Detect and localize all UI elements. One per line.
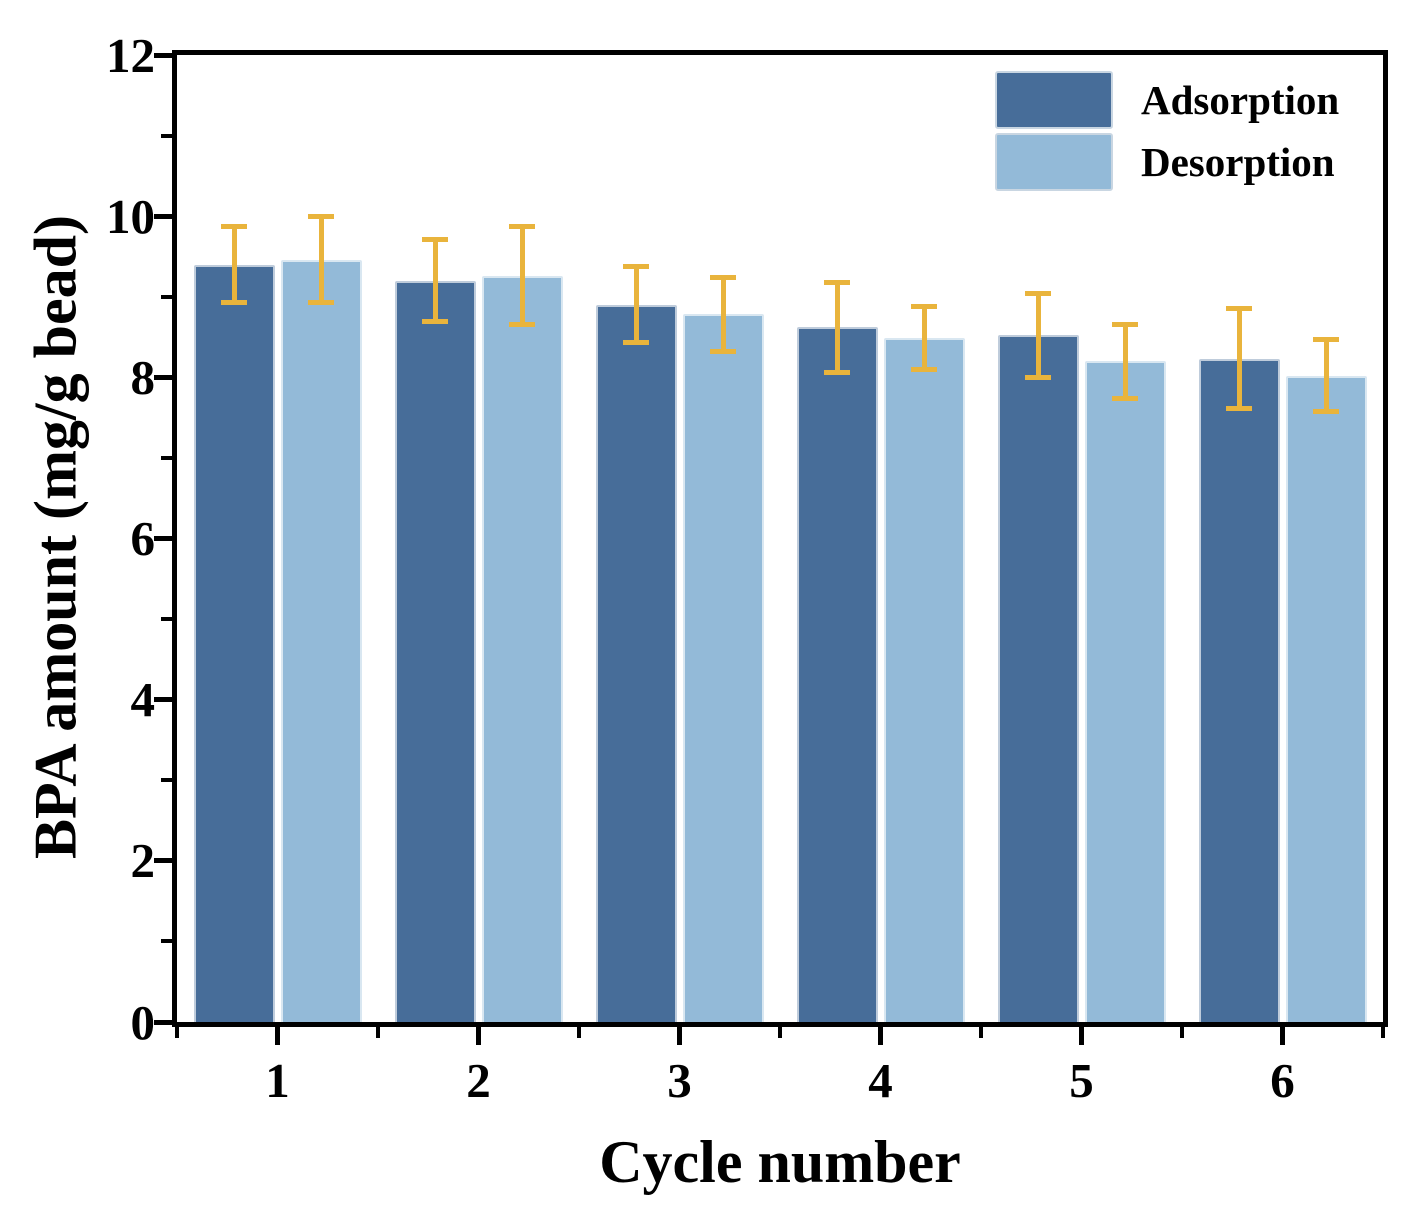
bar-adsorption-cycle-1 <box>193 264 275 1022</box>
x-major-tick <box>476 1027 481 1045</box>
error-bar-cap <box>710 349 736 355</box>
x-minor-tick <box>1381 1027 1385 1038</box>
y-tick-label: 10 <box>106 188 155 244</box>
error-bar-cap <box>509 224 535 230</box>
error-bar-adsorption-cycle-3 <box>633 266 639 343</box>
bar-desorption-cycle-3 <box>682 314 764 1022</box>
x-tick-label: 4 <box>868 1053 893 1108</box>
y-tick-label: 8 <box>130 349 156 405</box>
x-tick-label: 2 <box>466 1053 491 1108</box>
x-axis-title: Cycle number <box>599 1129 961 1195</box>
x-major-tick <box>275 1027 280 1045</box>
y-tick-label: 0 <box>130 994 156 1050</box>
error-bar-cap <box>623 340 649 346</box>
plot-area: Adsorption Desorption 0 2 4 6 8 10 12 1 2 3 4 5 6 <box>106 31 1388 1105</box>
error-bar-cap <box>509 322 535 328</box>
x-minor-tick <box>979 1027 983 1038</box>
error-bar-cap <box>1313 336 1339 342</box>
y-major-tick <box>154 858 172 864</box>
error-bar-cap <box>1226 306 1252 312</box>
error-bar-cap <box>911 303 937 309</box>
error-bar-cap <box>221 299 247 305</box>
x-tick-label: 6 <box>1270 1053 1295 1108</box>
x-minor-tick <box>1180 1027 1184 1038</box>
y-minor-tick <box>161 133 172 138</box>
x-minor-tick <box>175 1027 179 1038</box>
y-major-tick <box>154 697 172 703</box>
bar-desorption-cycle-2 <box>481 275 563 1022</box>
legend: Adsorption Desorption <box>995 71 1339 191</box>
error-bar-cap <box>911 366 937 372</box>
error-bar-cap <box>422 237 448 243</box>
error-bar-desorption-cycle-4 <box>921 306 927 370</box>
error-bar-adsorption-cycle-5 <box>1035 293 1041 378</box>
x-tick-label: 5 <box>1069 1053 1094 1108</box>
error-bar-cap <box>221 224 247 230</box>
y-major-tick <box>154 213 172 219</box>
error-bar-adsorption-cycle-6 <box>1236 308 1242 409</box>
y-tick-label: 12 <box>106 27 155 83</box>
error-bar-cap <box>1112 321 1138 327</box>
y-minor-tick <box>161 778 172 783</box>
bar-adsorption-cycle-5 <box>997 335 1079 1022</box>
bar-adsorption-cycle-4 <box>796 327 878 1022</box>
y-major-tick <box>154 1019 172 1025</box>
legend-swatch-adsorption <box>995 71 1113 129</box>
error-bar-cap <box>1025 291 1051 297</box>
error-bar-cap <box>824 370 850 375</box>
error-bar-desorption-cycle-3 <box>720 277 726 352</box>
error-bar-desorption-cycle-2 <box>519 226 525 325</box>
error-bar-desorption-cycle-1 <box>318 217 324 303</box>
error-bar-cap <box>308 214 334 220</box>
error-bar-desorption-cycle-5 <box>1122 324 1128 399</box>
x-tick-label: 1 <box>265 1053 290 1108</box>
error-bar-cap <box>1112 395 1138 401</box>
y-tick-label: 2 <box>130 833 156 889</box>
error-bar-desorption-cycle-6 <box>1323 339 1329 412</box>
x-major-tick <box>878 1027 883 1045</box>
error-bar-cap <box>623 264 649 270</box>
error-bar-cap <box>710 274 736 280</box>
error-bar-adsorption-cycle-2 <box>432 239 438 322</box>
x-tick-label: 3 <box>667 1053 692 1108</box>
y-minor-tick <box>161 294 172 299</box>
x-major-tick <box>1280 1027 1285 1045</box>
error-bar-adsorption-cycle-4 <box>834 282 840 373</box>
bar-adsorption-cycle-6 <box>1198 358 1280 1022</box>
error-bar-cap <box>1226 406 1252 412</box>
legend-label-adsorption: Adsorption <box>1141 77 1340 123</box>
y-major-tick <box>154 536 172 541</box>
y-major-tick <box>154 374 172 380</box>
error-bar-cap <box>1025 374 1051 380</box>
y-tick-label: 6 <box>130 511 156 566</box>
error-bar-cap <box>824 279 850 285</box>
y-minor-tick <box>161 455 172 460</box>
error-bar-cap <box>422 319 448 325</box>
legend-swatch-desorption <box>995 133 1113 191</box>
y-minor-tick <box>161 617 172 622</box>
x-major-tick <box>1079 1027 1084 1045</box>
y-tick-label: 4 <box>130 672 156 728</box>
error-bar-cap <box>1313 409 1339 415</box>
legend-label-desorption: Desorption <box>1141 139 1335 185</box>
y-major-tick <box>154 52 172 58</box>
x-minor-tick <box>577 1027 581 1038</box>
bar-adsorption-cycle-2 <box>394 280 476 1022</box>
x-major-tick <box>677 1027 682 1045</box>
bar-desorption-cycle-1 <box>280 259 362 1022</box>
bar-desorption-cycle-6 <box>1285 375 1367 1022</box>
bar-desorption-cycle-5 <box>1084 361 1166 1022</box>
x-minor-tick <box>376 1027 380 1038</box>
bar-desorption-cycle-4 <box>883 337 965 1022</box>
y-minor-tick <box>161 939 172 944</box>
x-minor-tick <box>778 1027 782 1038</box>
error-bar-cap <box>308 299 334 305</box>
bar-adsorption-cycle-3 <box>595 304 677 1022</box>
error-bar-adsorption-cycle-1 <box>231 226 237 303</box>
